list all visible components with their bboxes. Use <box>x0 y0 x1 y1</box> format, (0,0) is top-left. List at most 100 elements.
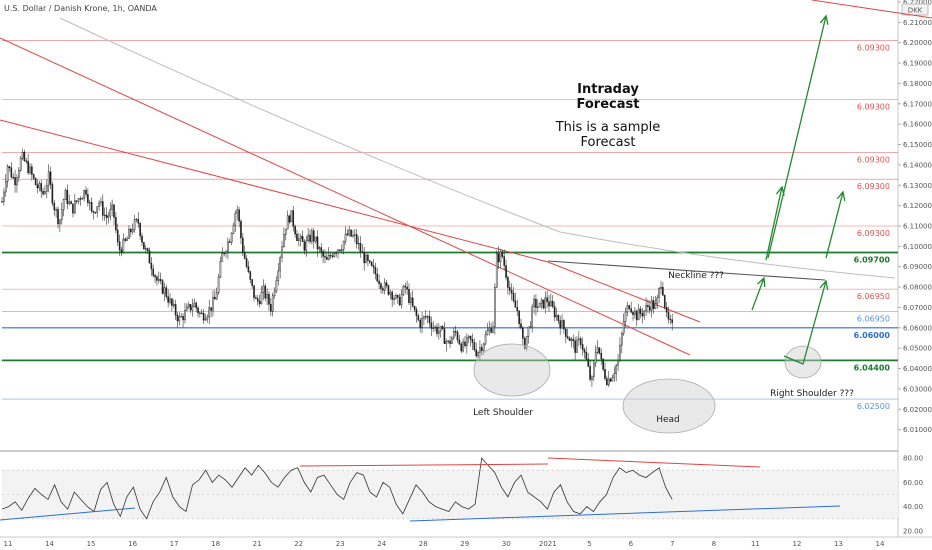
candle-body <box>10 167 13 178</box>
candle-body <box>482 343 485 352</box>
candle-body <box>602 358 604 370</box>
candle-body <box>96 206 99 213</box>
left-shoulder-ellipse <box>473 343 551 397</box>
candle-body <box>503 256 505 266</box>
candle-body <box>109 209 112 217</box>
candle-body <box>55 209 57 211</box>
candle-body <box>542 299 545 309</box>
candle-body <box>544 297 547 309</box>
candle-body <box>578 338 580 341</box>
price-tick-label: 6.19000 <box>903 60 932 68</box>
candle-body <box>598 347 601 354</box>
candle-body <box>172 304 175 306</box>
candle-body <box>212 296 214 311</box>
candle-body <box>480 347 483 352</box>
candle-body <box>589 365 591 380</box>
time-tick-label: 16 <box>128 540 137 548</box>
price-tick-label: 6.13000 <box>903 182 932 190</box>
candle-body <box>398 296 401 306</box>
candle-body <box>268 293 270 305</box>
time-tick-label: 14 <box>876 540 885 548</box>
currency-badge-label: DKK <box>908 7 923 15</box>
candle-body <box>663 295 666 308</box>
candle-body <box>47 171 50 186</box>
candle-body <box>208 307 211 318</box>
candle-body <box>620 332 623 346</box>
candle-body <box>273 290 276 296</box>
candle-body <box>458 339 461 345</box>
candle-body <box>247 266 250 272</box>
candle-body <box>378 280 380 284</box>
candle-body <box>376 273 379 282</box>
candle-body <box>116 229 119 243</box>
time-tick-label: 14 <box>45 540 54 548</box>
candle-body <box>382 288 384 291</box>
candle-body <box>193 302 196 308</box>
rsi-tick-label: 80.00 <box>903 455 923 463</box>
candle-body <box>279 257 281 272</box>
candle-body <box>439 326 442 332</box>
candle-body <box>51 184 54 204</box>
candle-body <box>305 240 308 251</box>
candle-body <box>340 249 343 252</box>
candle-body <box>400 294 403 306</box>
candle-body <box>73 200 76 214</box>
candle-body <box>314 236 317 242</box>
rsi-trend-red-a <box>547 457 761 468</box>
candle-body <box>331 255 334 257</box>
candle-body <box>441 326 444 329</box>
price-tick-label: 6.09000 <box>903 263 932 271</box>
head-ellipse <box>622 378 716 434</box>
candle-body <box>16 177 18 186</box>
candle-body <box>120 249 123 253</box>
candle-body <box>522 327 524 339</box>
candle-body <box>311 230 313 242</box>
candle-body <box>527 326 530 337</box>
candle-body <box>141 235 143 243</box>
candle-body <box>561 320 563 329</box>
candle-body <box>152 268 155 276</box>
candle-body <box>236 209 239 214</box>
candle-body <box>238 209 240 222</box>
candle-body <box>195 302 197 309</box>
candle-body <box>200 312 203 315</box>
rsi-trend-blue-b <box>409 505 841 522</box>
candle-body <box>286 215 289 230</box>
candle-body <box>322 251 324 257</box>
candle-body <box>14 177 16 186</box>
chart-title: Intraday Forecast <box>576 82 640 112</box>
candle-body <box>518 310 520 324</box>
candle-body <box>228 241 231 243</box>
candle-body <box>290 210 293 223</box>
candle-body <box>199 312 201 315</box>
candle-body <box>326 256 328 260</box>
rsi-tick-label: 60.00 <box>903 479 923 487</box>
level-label: 6.09700 <box>854 255 891 264</box>
candle-body <box>508 287 511 291</box>
arrow-c-head <box>819 279 829 290</box>
candle-body <box>87 194 89 204</box>
candle-body <box>255 297 257 299</box>
candle-body <box>288 215 291 223</box>
candle-body <box>17 170 20 178</box>
candle-body <box>512 292 515 302</box>
candle-body <box>72 203 74 214</box>
candle-body <box>505 265 507 278</box>
candle-body <box>19 157 22 171</box>
candle-body <box>232 224 235 234</box>
neckline-line <box>547 260 826 281</box>
candle-body <box>594 352 597 364</box>
candle-body <box>128 228 130 239</box>
candle-body <box>133 219 136 230</box>
candle-body <box>3 191 5 202</box>
candle-body <box>359 242 362 253</box>
rsi-tick-label: 40.00 <box>903 503 923 511</box>
candle-body <box>363 251 365 264</box>
price-tick-label: 6.14000 <box>903 161 932 169</box>
candle-body <box>564 328 567 337</box>
time-tick-label: 21 <box>253 540 262 548</box>
candle-body <box>492 326 494 333</box>
candle-body <box>118 241 121 251</box>
candle-body <box>202 312 205 321</box>
candle-body <box>553 306 556 318</box>
